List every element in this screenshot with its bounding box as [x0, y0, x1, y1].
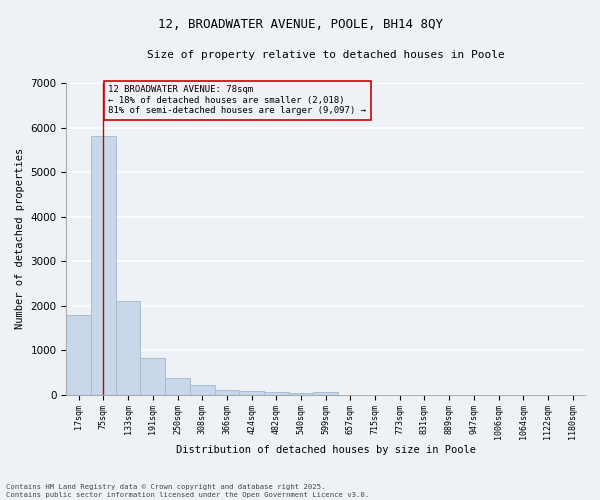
Text: Contains HM Land Registry data © Crown copyright and database right 2025.
Contai: Contains HM Land Registry data © Crown c…	[6, 484, 369, 498]
Bar	[67, 316, 91, 394]
Bar	[289, 393, 313, 394]
Bar	[313, 392, 338, 394]
X-axis label: Distribution of detached houses by size in Poole: Distribution of detached houses by size …	[176, 445, 476, 455]
Bar	[239, 391, 264, 394]
Bar	[215, 390, 239, 394]
Bar	[190, 385, 215, 394]
Bar	[165, 378, 190, 394]
Y-axis label: Number of detached properties: Number of detached properties	[15, 148, 25, 330]
Text: 12, BROADWATER AVENUE, POOLE, BH14 8QY: 12, BROADWATER AVENUE, POOLE, BH14 8QY	[157, 18, 443, 30]
Bar	[116, 301, 140, 394]
Bar	[140, 358, 165, 395]
Text: 12 BROADWATER AVENUE: 78sqm
← 18% of detached houses are smaller (2,018)
81% of : 12 BROADWATER AVENUE: 78sqm ← 18% of det…	[109, 85, 367, 115]
Title: Size of property relative to detached houses in Poole: Size of property relative to detached ho…	[147, 50, 505, 60]
Bar	[264, 392, 289, 394]
Bar	[91, 136, 116, 394]
